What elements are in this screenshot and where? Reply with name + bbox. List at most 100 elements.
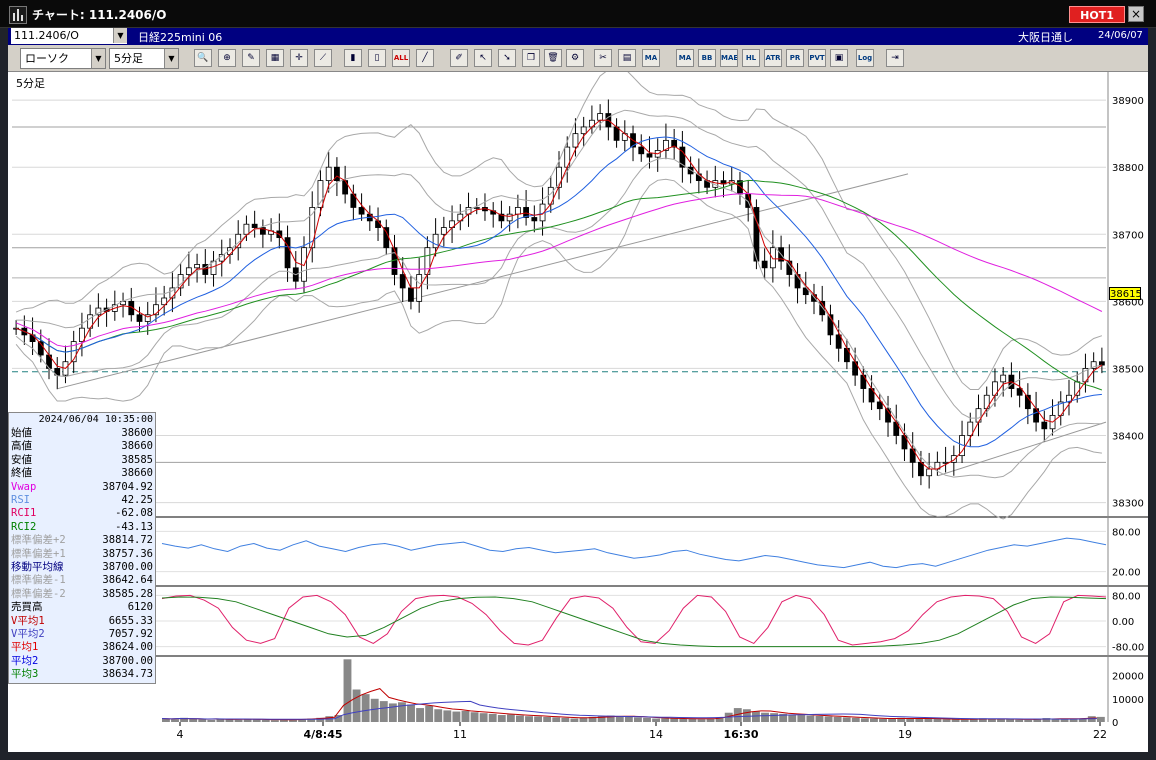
data-panel-row: 高値 38660 xyxy=(11,440,155,453)
box-icon[interactable]: ▣ xyxy=(830,49,848,67)
bar-icon[interactable]: ▮ xyxy=(344,49,362,67)
chevron-down-icon[interactable]: ▼ xyxy=(113,28,127,43)
chevron-down-icon[interactable]: ▼ xyxy=(91,49,105,68)
line-icon[interactable]: ╱ xyxy=(416,49,434,67)
volume-bar xyxy=(534,716,543,722)
close-icon[interactable]: × xyxy=(1128,6,1144,22)
volume-bar xyxy=(479,713,488,722)
candle-body xyxy=(243,223,250,235)
candle-body xyxy=(1041,421,1048,430)
interval-select[interactable]: 5分足 ▼ xyxy=(109,48,179,69)
mae2-button[interactable]: MAE xyxy=(720,49,738,67)
trend-icon[interactable]: ⟋ xyxy=(314,49,332,67)
time-tick-label: 16:30 xyxy=(723,728,758,741)
data-panel-row: 標準偏差-1 38642.64 xyxy=(11,574,155,587)
candle-body xyxy=(761,260,768,269)
volume-bar xyxy=(606,715,615,722)
tools-icon[interactable]: ✂ xyxy=(594,49,612,67)
candle-body xyxy=(79,327,85,342)
candle-body xyxy=(514,207,521,215)
volume-bar xyxy=(280,719,288,722)
volume-bar xyxy=(824,716,833,722)
palette-icon[interactable]: ▤ xyxy=(618,49,636,67)
volume-bar xyxy=(597,716,606,722)
bollinger-band-line xyxy=(15,157,1102,479)
volume-bar xyxy=(552,717,561,722)
grid-icon[interactable]: ▦ xyxy=(266,49,284,67)
chart-area[interactable]: 38900 38800 38700 38600 38500 38400 38300 5分足 80… xyxy=(8,72,1148,752)
atr-button[interactable]: ATR xyxy=(764,49,782,67)
volume-bar xyxy=(388,703,397,722)
volume-bar xyxy=(588,716,597,722)
title-bar[interactable]: チャート: 111.2406/O HOT1 × xyxy=(0,0,1156,28)
exit-icon[interactable]: ⇥ xyxy=(886,49,904,67)
crosshair-icon[interactable]: ✛ xyxy=(290,49,308,67)
instrument-info-bar: 111.2406/O ▼ 日経225mini 06 大阪日通し 24/06/07 xyxy=(8,28,1148,45)
mae-button[interactable]: MA xyxy=(676,49,694,67)
volume-bar xyxy=(988,718,996,722)
arrow-icon[interactable]: ➘ xyxy=(498,49,516,67)
data-panel-value: 7057.92 xyxy=(108,628,153,640)
candle-body xyxy=(399,274,406,289)
pen-icon[interactable]: ✐ xyxy=(450,49,468,67)
price-tick-label: 38600 xyxy=(1112,297,1144,308)
data-panel-value: 38585.28 xyxy=(102,587,153,600)
data-panel-label: 平均1 xyxy=(11,641,39,654)
data-panel-row: RSI 42.25 xyxy=(11,494,155,507)
data-panel-label: 標準偏差-2 xyxy=(11,587,66,600)
volume-bar xyxy=(1051,718,1060,722)
data-panel-row: 安値 38585 xyxy=(11,454,155,467)
ma-button[interactable]: MA xyxy=(642,49,660,67)
volume-bar xyxy=(788,714,797,722)
data-panel-value: 38600 xyxy=(121,427,153,439)
code-select[interactable]: 111.2406/O ▼ xyxy=(11,28,127,44)
volume-bar xyxy=(234,719,243,722)
volume-bar xyxy=(752,711,760,722)
candle-body xyxy=(440,227,447,235)
vwap-line xyxy=(15,192,1103,348)
window-title: チャート: 111.2406/O xyxy=(32,8,167,22)
draw-icon[interactable]: ✎ xyxy=(242,49,260,67)
chart-type-select[interactable]: ローソク ▼ xyxy=(20,48,106,69)
data-panel-label: 標準偏差-1 xyxy=(11,574,66,587)
volume-bar xyxy=(770,713,779,722)
volume-bar xyxy=(316,717,325,722)
volume-tick-label: 20000 xyxy=(1112,672,1144,683)
volume-bar xyxy=(652,718,661,722)
data-panel-label: 平均3 xyxy=(11,668,39,681)
volume-bar xyxy=(207,719,216,722)
volume-bar xyxy=(171,719,179,722)
price-tick-label: 38900 xyxy=(1112,96,1144,107)
candle-body xyxy=(185,267,192,275)
settings-icon[interactable]: ⚙ xyxy=(566,49,584,67)
interval-value: 5分足 xyxy=(114,52,143,65)
volume-bar xyxy=(1024,719,1033,722)
data-panel-value: 38660 xyxy=(121,440,153,453)
volume-bar xyxy=(1096,716,1105,722)
candle-body xyxy=(1066,394,1072,403)
pr-button[interactable]: PR xyxy=(786,49,804,67)
data-panel-value: 38634.73 xyxy=(102,668,153,681)
all-button[interactable]: ALL xyxy=(392,49,410,67)
zoom-icon[interactable]: ⊕ xyxy=(218,49,236,67)
hl-button[interactable]: HL xyxy=(742,49,760,67)
candle-body xyxy=(498,213,505,222)
hot1-button[interactable]: HOT1 xyxy=(1069,6,1125,23)
volume-bar xyxy=(298,718,307,722)
pvt-button[interactable]: PVT xyxy=(808,49,826,67)
log-button[interactable]: Log xyxy=(856,49,874,67)
data-panel-timestamp: 2024/06/04 10:35:00 xyxy=(38,414,153,425)
bb-button[interactable]: BB xyxy=(698,49,716,67)
search-icon[interactable]: 🔍 xyxy=(194,49,212,67)
data-panel-row: 標準偏差-2 38585.28 xyxy=(11,588,155,601)
volume-bar xyxy=(978,718,987,722)
candle-body xyxy=(506,213,513,222)
volume-bar xyxy=(761,712,769,722)
volume-bar xyxy=(733,708,742,722)
copy-icon[interactable]: ❐ xyxy=(522,49,540,67)
delete-icon[interactable]: 🗑 xyxy=(544,49,562,67)
cursor-icon[interactable]: ↖ xyxy=(474,49,492,67)
volume-bar xyxy=(252,719,261,722)
candle-icon[interactable]: ▯ xyxy=(368,49,386,67)
chevron-down-icon[interactable]: ▼ xyxy=(164,49,178,68)
